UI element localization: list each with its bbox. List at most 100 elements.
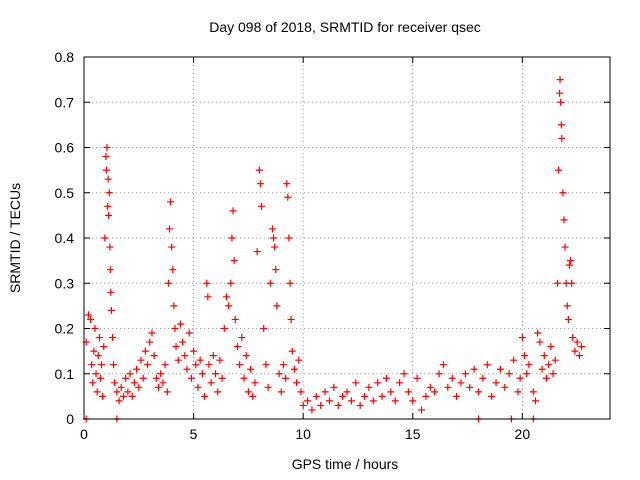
data-point bbox=[475, 388, 482, 396]
data-point bbox=[286, 279, 294, 287]
data-point bbox=[240, 374, 248, 382]
data-point bbox=[283, 180, 291, 188]
data-point bbox=[167, 198, 175, 206]
data-point bbox=[516, 374, 524, 382]
data-point bbox=[247, 365, 255, 373]
data-point bbox=[169, 266, 177, 274]
data-point bbox=[181, 352, 189, 360]
data-point bbox=[565, 261, 573, 269]
data-point bbox=[87, 315, 95, 323]
data-point bbox=[179, 338, 187, 346]
data-point bbox=[567, 257, 575, 265]
y-tick-label: 0.1 bbox=[55, 366, 75, 382]
data-point bbox=[287, 315, 295, 323]
data-point bbox=[418, 406, 426, 414]
data-point bbox=[374, 379, 382, 387]
data-point bbox=[321, 388, 329, 396]
data-point bbox=[133, 365, 141, 373]
data-point bbox=[230, 257, 238, 265]
data-point bbox=[251, 379, 259, 387]
data-point bbox=[557, 121, 565, 129]
data-point bbox=[290, 365, 298, 373]
data-point bbox=[157, 370, 165, 378]
x-tick-label: 0 bbox=[80, 426, 88, 442]
data-point bbox=[361, 392, 369, 400]
data-point bbox=[536, 338, 544, 346]
data-point bbox=[141, 347, 149, 355]
data-point bbox=[521, 352, 529, 360]
data-point bbox=[569, 334, 577, 342]
data-point bbox=[105, 211, 113, 219]
data-point bbox=[187, 374, 195, 382]
data-point bbox=[525, 361, 533, 369]
data-point bbox=[155, 383, 163, 391]
data-point bbox=[559, 189, 567, 197]
data-point bbox=[558, 134, 566, 142]
data-point bbox=[404, 388, 412, 396]
data-point bbox=[242, 352, 250, 360]
data-point bbox=[479, 374, 487, 382]
data-point bbox=[214, 388, 222, 396]
data-point bbox=[183, 365, 191, 373]
data-point bbox=[170, 302, 178, 310]
x-tick-label: 5 bbox=[190, 426, 198, 442]
data-point bbox=[563, 302, 571, 310]
data-point bbox=[356, 401, 364, 409]
data-point bbox=[279, 361, 287, 369]
data-point bbox=[161, 361, 169, 369]
data-point bbox=[103, 144, 111, 151]
data-point bbox=[172, 343, 180, 351]
data-point bbox=[104, 202, 112, 210]
y-axis-label: SRMTID / TECUs bbox=[7, 183, 23, 293]
data-point bbox=[299, 401, 307, 409]
data-point bbox=[312, 392, 320, 400]
data-point bbox=[244, 388, 252, 396]
data-point bbox=[130, 379, 138, 387]
data-point bbox=[268, 225, 276, 233]
data-point bbox=[560, 216, 568, 224]
data-point bbox=[152, 374, 160, 382]
data-point bbox=[238, 334, 246, 342]
data-point bbox=[578, 343, 586, 351]
data-point bbox=[212, 370, 219, 378]
data-point bbox=[256, 180, 264, 188]
data-point bbox=[277, 388, 285, 396]
data-point bbox=[369, 397, 377, 405]
data-point bbox=[113, 388, 121, 396]
data-point bbox=[233, 343, 241, 351]
data-point bbox=[96, 374, 104, 382]
data-point bbox=[111, 379, 119, 387]
data-point bbox=[190, 347, 198, 355]
data-point bbox=[99, 392, 107, 400]
data-point bbox=[505, 370, 513, 378]
data-point bbox=[205, 361, 213, 369]
data-point bbox=[107, 306, 115, 314]
data-point bbox=[174, 356, 182, 364]
data-point bbox=[220, 325, 228, 332]
y-tick-label: 0.3 bbox=[55, 275, 75, 291]
axis-ticks: 0 5 10 15 20 0 0.1 0.2 0.3 0.4 0.5 0.6 0.7 0.8 bbox=[55, 49, 610, 442]
data-point bbox=[122, 374, 130, 382]
data-point bbox=[556, 76, 564, 84]
data-point bbox=[571, 347, 579, 355]
data-point bbox=[285, 234, 293, 242]
data-point bbox=[115, 397, 123, 405]
data-point bbox=[98, 361, 106, 369]
data-point bbox=[266, 279, 274, 287]
data-point bbox=[272, 266, 280, 274]
y-tick-label: 0.2 bbox=[55, 321, 75, 337]
data-point bbox=[204, 293, 212, 301]
data-point bbox=[228, 234, 236, 242]
y-tick-label: 0 bbox=[66, 411, 74, 427]
data-point bbox=[545, 361, 553, 369]
data-point bbox=[352, 379, 360, 387]
data-point bbox=[470, 365, 478, 373]
data-point bbox=[229, 207, 237, 215]
data-point bbox=[90, 347, 98, 355]
data-point bbox=[549, 370, 557, 378]
data-point bbox=[343, 388, 351, 396]
data-point bbox=[540, 352, 548, 360]
data-point bbox=[564, 315, 572, 323]
data-point bbox=[270, 234, 278, 242]
data-point bbox=[126, 370, 134, 378]
